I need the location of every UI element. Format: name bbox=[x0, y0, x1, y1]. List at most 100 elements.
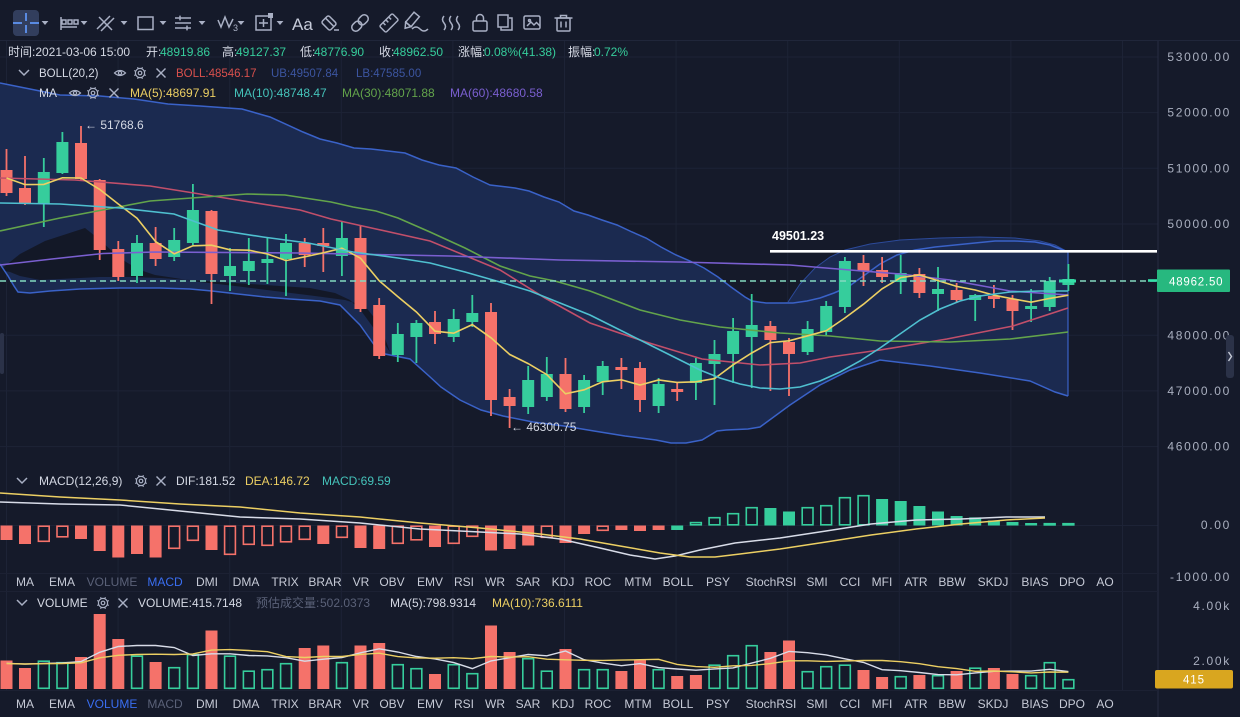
svg-text:VOLUME:415.7148: VOLUME:415.7148 bbox=[138, 596, 242, 610]
svg-text:47000.00: 47000.00 bbox=[1167, 384, 1231, 398]
svg-text:53000.00: 53000.00 bbox=[1167, 50, 1231, 64]
svg-text:DMA: DMA bbox=[233, 575, 260, 589]
svg-text:SKDJ: SKDJ bbox=[978, 697, 1009, 711]
svg-text:502.0373: 502.0373 bbox=[320, 596, 370, 610]
svg-text:48919.86: 48919.86 bbox=[160, 45, 210, 59]
svg-text:BRAR: BRAR bbox=[308, 575, 342, 589]
svg-text:MA: MA bbox=[16, 697, 34, 711]
svg-text:VOLUME: VOLUME bbox=[37, 596, 88, 610]
svg-text:EMV: EMV bbox=[417, 697, 443, 711]
svg-text:50000.00: 50000.00 bbox=[1167, 217, 1231, 231]
svg-text:MA(5):48697.91: MA(5):48697.91 bbox=[130, 86, 216, 100]
svg-text:MA(60):48680.58: MA(60):48680.58 bbox=[450, 86, 543, 100]
svg-text:49501.23: 49501.23 bbox=[772, 229, 824, 243]
svg-text:MA: MA bbox=[39, 86, 57, 100]
svg-text:LB:47585.00: LB:47585.00 bbox=[356, 68, 421, 80]
svg-text:SKDJ: SKDJ bbox=[978, 575, 1009, 589]
svg-text:DPO: DPO bbox=[1059, 575, 1085, 589]
svg-text:MA(5):798.9314: MA(5):798.9314 bbox=[390, 596, 476, 610]
svg-text:DMA: DMA bbox=[233, 697, 260, 711]
svg-text:CCI: CCI bbox=[840, 697, 861, 711]
svg-text:BBW: BBW bbox=[938, 697, 966, 711]
svg-text:DIF:181.52: DIF:181.52 bbox=[176, 474, 236, 488]
svg-text:ROC: ROC bbox=[585, 697, 612, 711]
svg-text:BOLL:48546.17: BOLL:48546.17 bbox=[176, 68, 257, 80]
svg-text:RSI: RSI bbox=[454, 697, 474, 711]
svg-text:0.72%: 0.72% bbox=[594, 45, 628, 59]
svg-text:SMI: SMI bbox=[806, 697, 827, 711]
svg-text:415: 415 bbox=[1183, 675, 1205, 687]
svg-text:DMI: DMI bbox=[196, 575, 218, 589]
svg-text:WR: WR bbox=[485, 697, 505, 711]
svg-text:49127.37: 49127.37 bbox=[236, 45, 286, 59]
svg-text:DPO: DPO bbox=[1059, 697, 1085, 711]
svg-text:PSY: PSY bbox=[706, 697, 730, 711]
svg-text:OBV: OBV bbox=[379, 697, 404, 711]
svg-text:PSY: PSY bbox=[706, 575, 730, 589]
svg-text:MA(10):48748.47: MA(10):48748.47 bbox=[234, 86, 327, 100]
svg-text:MA(30):48071.88: MA(30):48071.88 bbox=[342, 86, 435, 100]
svg-text:StochRSI: StochRSI bbox=[746, 697, 797, 711]
svg-text:RSI: RSI bbox=[454, 575, 474, 589]
svg-text:预估成交量:: 预估成交量: bbox=[256, 595, 319, 610]
svg-text:MACD: MACD bbox=[147, 575, 183, 589]
svg-text:BOLL(20,2): BOLL(20,2) bbox=[39, 68, 99, 80]
svg-text:48962.50: 48962.50 bbox=[1169, 277, 1223, 289]
svg-text:时间:2021-03-06 15:00: 时间:2021-03-06 15:00 bbox=[8, 45, 130, 59]
svg-text:48776.90: 48776.90 bbox=[314, 45, 364, 59]
svg-text:46000.00: 46000.00 bbox=[1167, 440, 1231, 454]
svg-text:MACD: MACD bbox=[147, 697, 183, 711]
svg-text:MA: MA bbox=[16, 575, 34, 589]
svg-text:BBW: BBW bbox=[938, 575, 966, 589]
svg-text:EMA: EMA bbox=[49, 697, 75, 711]
svg-text:MACD:69.59: MACD:69.59 bbox=[322, 474, 391, 488]
svg-text:ATR: ATR bbox=[904, 697, 927, 711]
svg-text:48000.00: 48000.00 bbox=[1167, 328, 1231, 342]
svg-text:4.00k: 4.00k bbox=[1193, 599, 1231, 613]
svg-text:ROC: ROC bbox=[585, 575, 612, 589]
svg-text:BIAS: BIAS bbox=[1021, 575, 1048, 589]
svg-text:CCI: CCI bbox=[840, 575, 861, 589]
svg-text:ATR: ATR bbox=[904, 575, 927, 589]
svg-text:SMI: SMI bbox=[806, 575, 827, 589]
svg-text:52000.00: 52000.00 bbox=[1167, 106, 1231, 120]
svg-text:EMA: EMA bbox=[49, 575, 75, 589]
svg-text:振幅:: 振幅: bbox=[568, 44, 595, 59]
svg-text:51000.00: 51000.00 bbox=[1167, 161, 1231, 175]
svg-text:2.00k: 2.00k bbox=[1193, 654, 1231, 668]
svg-text:OBV: OBV bbox=[379, 575, 404, 589]
svg-text:DMI: DMI bbox=[196, 697, 218, 711]
svg-text:DEA:146.72: DEA:146.72 bbox=[245, 474, 310, 488]
svg-text:MTM: MTM bbox=[624, 697, 651, 711]
svg-text:EMV: EMV bbox=[417, 575, 443, 589]
svg-text:开:: 开: bbox=[146, 45, 161, 59]
svg-text:0.00: 0.00 bbox=[1201, 518, 1231, 532]
svg-text:涨幅:: 涨幅: bbox=[458, 44, 485, 59]
svg-text:VR: VR bbox=[353, 575, 370, 589]
svg-text:MFI: MFI bbox=[872, 697, 893, 711]
svg-text:MTM: MTM bbox=[624, 575, 651, 589]
svg-text:48962.50: 48962.50 bbox=[393, 45, 443, 59]
svg-text:BOLL: BOLL bbox=[663, 697, 694, 711]
svg-text:TRIX: TRIX bbox=[271, 575, 298, 589]
svg-text:VOLUME: VOLUME bbox=[87, 697, 138, 711]
svg-text:← 46300.75: ← 46300.75 bbox=[511, 420, 577, 434]
svg-text:BIAS: BIAS bbox=[1021, 697, 1048, 711]
svg-text:VOLUME: VOLUME bbox=[87, 575, 138, 589]
svg-text:← 51768.6: ← 51768.6 bbox=[85, 118, 144, 132]
svg-text:高:: 高: bbox=[222, 44, 237, 59]
svg-text:-1000.00: -1000.00 bbox=[1170, 570, 1231, 584]
svg-text:BOLL: BOLL bbox=[663, 575, 694, 589]
svg-text:MFI: MFI bbox=[872, 575, 893, 589]
svg-text:收:: 收: bbox=[379, 45, 394, 59]
svg-text:StochRSI: StochRSI bbox=[746, 575, 797, 589]
svg-text:MACD(12,26,9): MACD(12,26,9) bbox=[39, 474, 122, 488]
svg-text:MA(10):736.6111: MA(10):736.6111 bbox=[492, 596, 583, 610]
svg-text:UB:49507.84: UB:49507.84 bbox=[271, 68, 339, 80]
svg-text:SAR: SAR bbox=[516, 697, 541, 711]
svg-text:VR: VR bbox=[353, 697, 370, 711]
svg-text:AO: AO bbox=[1096, 575, 1113, 589]
svg-text:WR: WR bbox=[485, 575, 505, 589]
svg-text:BRAR: BRAR bbox=[308, 697, 342, 711]
svg-text:0.08%(41.38): 0.08%(41.38) bbox=[484, 45, 556, 59]
